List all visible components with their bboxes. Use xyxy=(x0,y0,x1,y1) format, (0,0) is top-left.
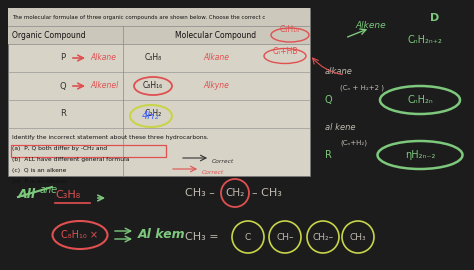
Text: Alkenel: Alkenel xyxy=(90,82,118,90)
Text: (d)  P is an alkane.: (d) P is an alkane. xyxy=(12,179,68,184)
Text: C₃H₁₀: C₃H₁₀ xyxy=(280,25,300,35)
Text: al kene: al kene xyxy=(325,123,356,133)
Text: Molecular Compound: Molecular Compound xyxy=(175,31,256,39)
Text: ηH₂ₙ₋₂: ηH₂ₙ₋₂ xyxy=(405,150,435,160)
Text: (b)  ALL have different general formula: (b) ALL have different general formula xyxy=(12,157,129,162)
Text: Identify the incorrect statement about these three hydrocarbons.: Identify the incorrect statement about t… xyxy=(12,135,209,140)
Text: Q: Q xyxy=(325,95,333,105)
Text: – CH₃: – CH₃ xyxy=(252,188,282,198)
Text: C₈H₁₆: C₈H₁₆ xyxy=(143,82,163,90)
Text: All: All xyxy=(18,188,36,201)
Text: C₂H₂: C₂H₂ xyxy=(145,110,162,119)
Text: C₈H₁₀ ×: C₈H₁₀ × xyxy=(62,230,99,240)
Text: CH–: CH– xyxy=(276,232,294,241)
Text: C: C xyxy=(245,232,251,241)
Text: CH₃ –: CH₃ – xyxy=(185,188,215,198)
Text: (Cₙ+H₂): (Cₙ+H₂) xyxy=(340,140,367,146)
Text: P: P xyxy=(61,53,65,62)
Text: R: R xyxy=(60,110,66,119)
Text: CH₂: CH₂ xyxy=(225,188,245,198)
Text: CₙH₂ₙ: CₙH₂ₙ xyxy=(407,95,433,105)
FancyBboxPatch shape xyxy=(8,8,310,26)
Text: CH₃: CH₃ xyxy=(350,232,366,241)
Text: 4H₂: 4H₂ xyxy=(142,111,160,121)
Text: (c)  Q is an alkene: (c) Q is an alkene xyxy=(12,168,66,173)
Text: (Cₙ + H₂+2 ): (Cₙ + H₂+2 ) xyxy=(340,85,384,91)
Text: Alkene: Alkene xyxy=(355,21,386,29)
Text: C₃H₈: C₃H₈ xyxy=(55,190,80,200)
FancyBboxPatch shape xyxy=(8,8,310,176)
Text: CₙH₂ₙ₊₂: CₙH₂ₙ₊₂ xyxy=(408,35,442,45)
Text: Alkane: Alkane xyxy=(90,53,116,62)
Text: Alkane: Alkane xyxy=(203,53,229,62)
Text: Correct: Correct xyxy=(202,170,224,175)
Text: CH₃ =: CH₃ = xyxy=(185,232,219,242)
Text: CH₂–: CH₂– xyxy=(312,232,334,241)
Text: Organic Compound: Organic Compound xyxy=(12,31,86,39)
Text: Cₙ+HB: Cₙ+HB xyxy=(272,48,298,56)
Text: Q: Q xyxy=(60,82,66,90)
Text: D: D xyxy=(430,13,439,23)
Text: Al kem: Al kem xyxy=(138,228,186,241)
Text: ane: ane xyxy=(40,185,58,195)
Text: The molecular formulae of three organic compounds are shown below. Choose the co: The molecular formulae of three organic … xyxy=(12,15,265,19)
Text: Alkyne: Alkyne xyxy=(203,82,229,90)
Text: (a)  P, Q both differ by -CH₂ and: (a) P, Q both differ by -CH₂ and xyxy=(12,146,107,151)
Text: R: R xyxy=(325,150,332,160)
Text: C₃H₈: C₃H₈ xyxy=(145,53,162,62)
Text: alkane: alkane xyxy=(325,68,353,76)
FancyBboxPatch shape xyxy=(8,26,310,44)
Text: Correct: Correct xyxy=(212,159,234,164)
